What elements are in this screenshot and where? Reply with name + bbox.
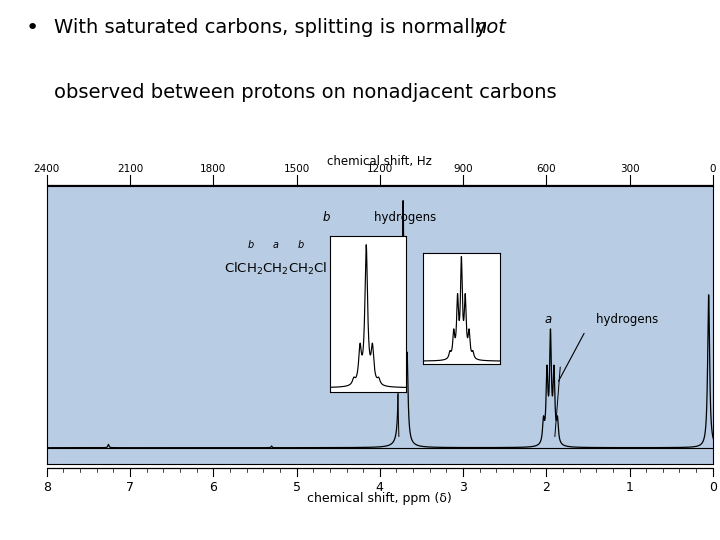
Text: 1500: 1500 [284,164,310,174]
Text: •: • [25,18,38,38]
Text: 0: 0 [709,164,716,174]
Text: 3: 3 [459,481,467,494]
Text: ClCH$_2$CH$_2$CH$_2$Cl: ClCH$_2$CH$_2$CH$_2$Cl [224,261,328,278]
Text: a: a [544,313,552,326]
Text: 900: 900 [453,164,473,174]
Text: 8: 8 [42,481,51,494]
Text: 2: 2 [542,481,550,494]
Text: 300: 300 [620,164,639,174]
Text: chemical shift, Hz: chemical shift, Hz [328,154,432,167]
Text: 0: 0 [708,481,717,494]
Text: b: b [248,240,254,250]
Text: 2400: 2400 [34,164,60,174]
Text: b: b [297,240,304,250]
Text: hydrogens: hydrogens [596,313,662,326]
Text: not: not [474,18,506,37]
Text: 1800: 1800 [200,164,226,174]
Text: a: a [273,240,279,250]
Text: 7: 7 [126,481,134,494]
Text: 1200: 1200 [366,164,393,174]
Text: 2100: 2100 [117,164,143,174]
Text: 1: 1 [626,481,634,494]
Text: chemical shift, ppm (δ): chemical shift, ppm (δ) [307,492,452,505]
Text: 600: 600 [536,164,556,174]
Text: 5: 5 [292,481,300,494]
Text: b: b [323,211,330,224]
Text: hydrogens: hydrogens [374,211,440,224]
Text: observed between protons on nonadjacent carbons: observed between protons on nonadjacent … [54,83,557,102]
Text: 6: 6 [210,481,217,494]
Text: 4: 4 [376,481,384,494]
Text: With saturated carbons, splitting is normally: With saturated carbons, splitting is nor… [54,18,493,37]
